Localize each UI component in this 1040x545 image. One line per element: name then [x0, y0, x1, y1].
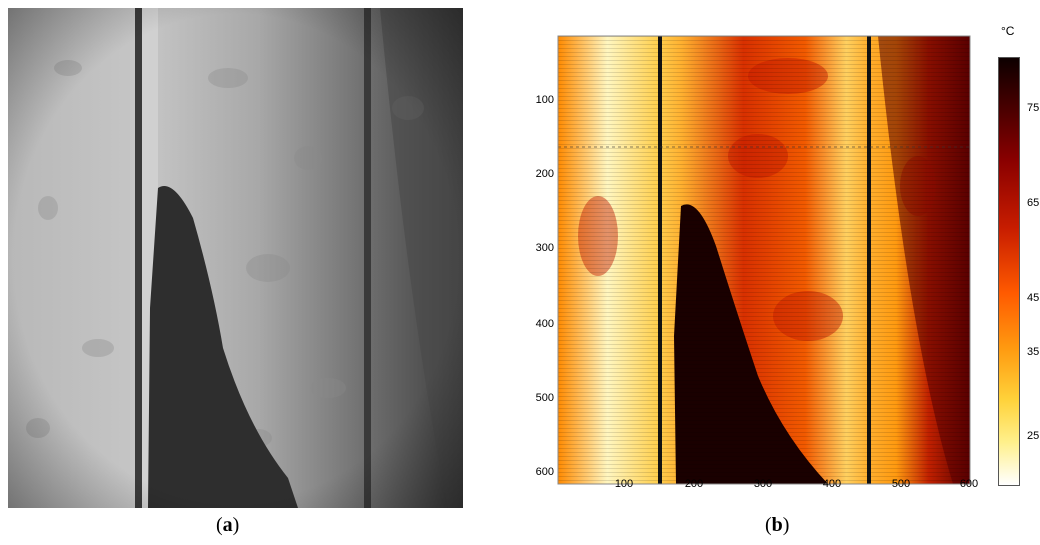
y-tick-label: 200	[535, 168, 554, 180]
colorbar-tick: 25	[1027, 430, 1040, 442]
scanlines	[558, 36, 970, 484]
y-tick-label: 300	[535, 242, 554, 254]
y-tick-label: 600	[535, 466, 554, 478]
y-tick-label: 500	[535, 392, 554, 404]
x-tick-label: 400	[822, 478, 842, 490]
vignette	[8, 8, 463, 508]
x-tick-label: 200	[684, 478, 704, 490]
colorbar-unit: °C	[1001, 24, 1015, 38]
y-tick-label: 400	[535, 318, 554, 330]
x-tick-label: 100	[614, 478, 634, 490]
grayscale-image-svg	[8, 8, 463, 508]
colorbar-tick: 75	[1027, 102, 1040, 114]
grayscale-solar-cell-image	[8, 8, 463, 508]
colorbar-tick: 35	[1027, 346, 1040, 358]
thermal-image-panel: 100 200 300 400 500 600 100 200 300 400 …	[520, 20, 978, 490]
plot-frame	[557, 35, 971, 485]
thermal-heatmap	[557, 35, 971, 485]
x-tick-label: 300	[753, 478, 773, 490]
panel-a-label: (a)	[216, 514, 240, 536]
y-tick-label: 100	[535, 94, 554, 106]
temperature-colorbar	[998, 57, 1020, 486]
x-tick-label: 600	[959, 478, 979, 490]
panel-b-label: (b)	[765, 514, 790, 536]
colorbar-tick: 65	[1027, 197, 1040, 209]
x-tick-label: 500	[891, 478, 911, 490]
colorbar-tick: 45	[1027, 292, 1040, 304]
